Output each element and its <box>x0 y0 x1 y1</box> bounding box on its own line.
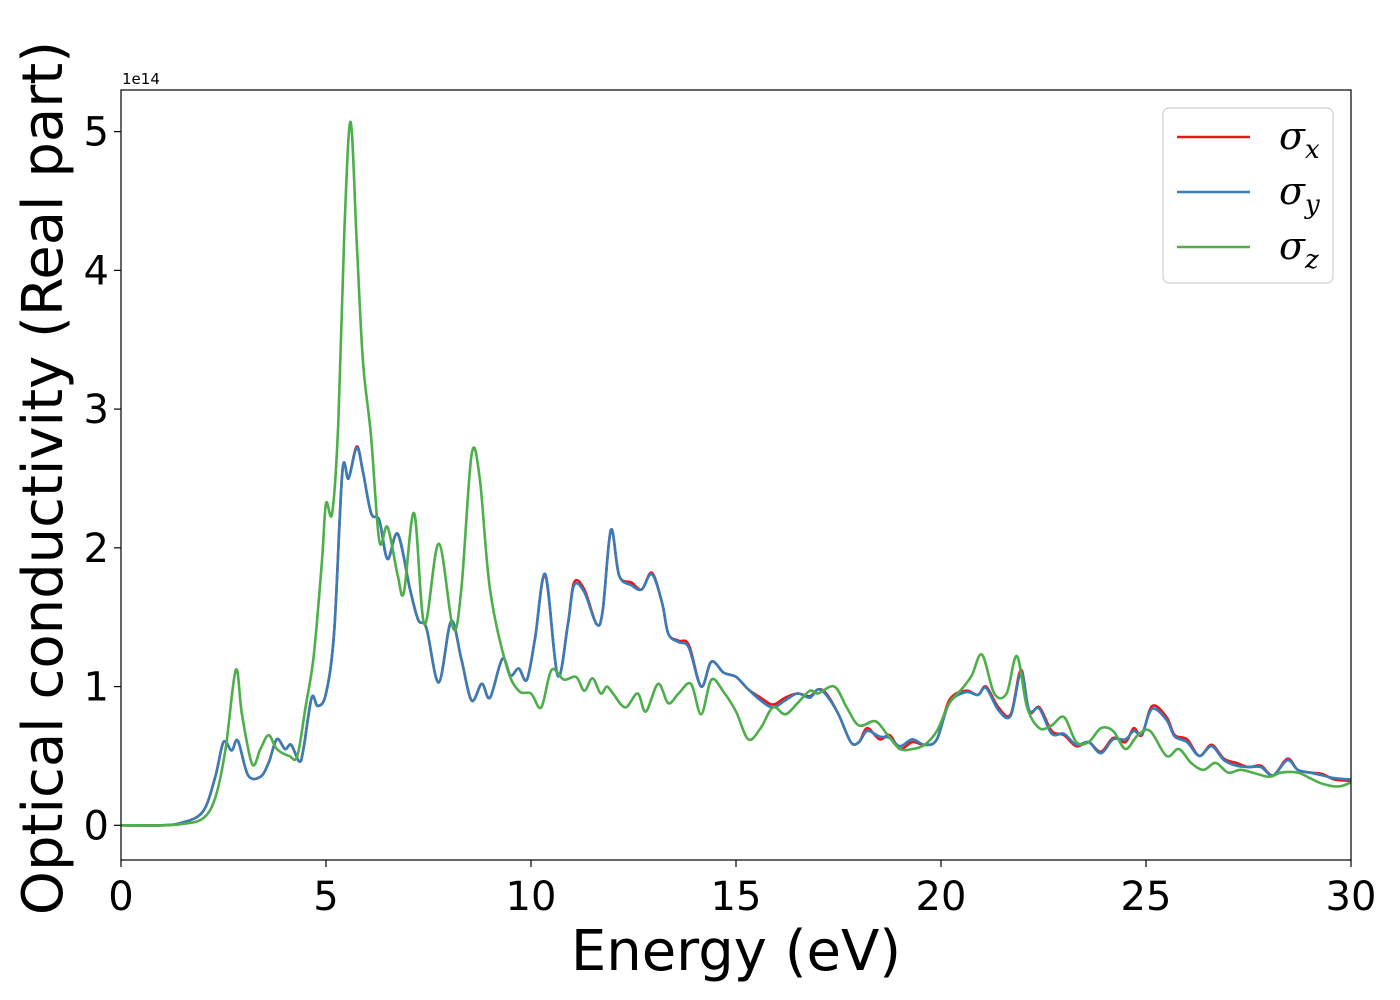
legend-subscript-z: z <box>1304 245 1319 275</box>
x-tick-label: 20 <box>916 874 967 920</box>
x-tick-label: 25 <box>1121 874 1172 920</box>
series-layer <box>121 120 1351 827</box>
x-tick-label: 30 <box>1326 874 1377 920</box>
y-axis-label: Optical conductivity (Real part) <box>11 41 76 915</box>
x-tick-label: 5 <box>313 874 338 920</box>
legend-subscript-x: x <box>1305 135 1320 165</box>
x-tick-label: 0 <box>108 874 133 920</box>
y-tick-label: 5 <box>84 110 109 156</box>
y-tick-label: 2 <box>84 526 109 572</box>
x-axis-ticks: 0 5 10 15 20 25 30 <box>108 860 1376 920</box>
series-line-y <box>121 446 1351 827</box>
y-tick-label: 1 <box>84 665 109 711</box>
series-line-z <box>121 120 1351 827</box>
legend-box <box>1162 107 1334 284</box>
y-axis-ticks: 0 1 2 3 4 5 <box>84 110 121 849</box>
x-axis-label: Energy (eV) <box>571 919 901 984</box>
legend-subscript-y: y <box>1304 190 1320 220</box>
y-tick-label: 0 <box>84 803 109 849</box>
y-tick-label: 3 <box>84 387 109 433</box>
x-tick-label: 10 <box>506 874 557 920</box>
y-offset-label: 1e14 <box>122 70 160 88</box>
x-tick-label: 15 <box>711 874 762 920</box>
y-tick-label: 4 <box>84 248 109 294</box>
